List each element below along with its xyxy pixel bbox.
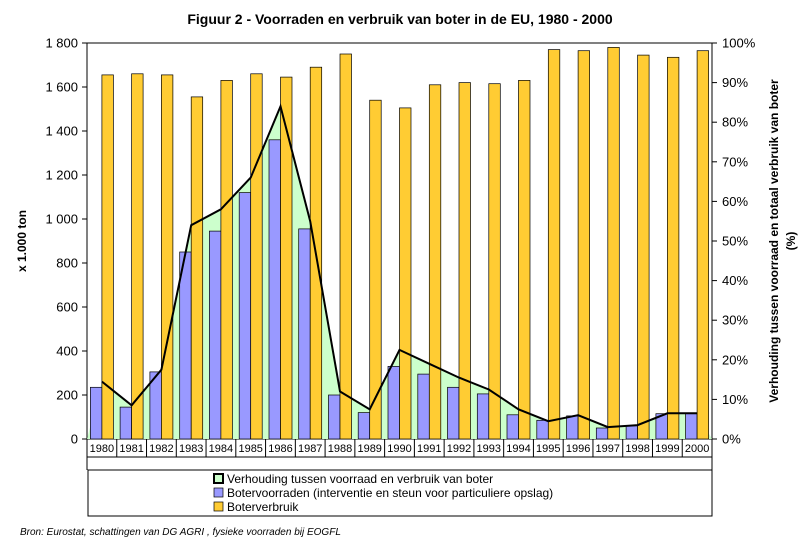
category-label-1987: 1987 bbox=[298, 443, 322, 455]
y-tick-left-label: 1 600 bbox=[45, 80, 78, 95]
category-label-1986: 1986 bbox=[268, 443, 292, 455]
consumption-bar-1996 bbox=[577, 50, 590, 440]
stock-bar-1984 bbox=[209, 230, 222, 440]
legend-box bbox=[87, 469, 713, 517]
y-tick-right-label: 0% bbox=[722, 432, 741, 447]
y-tick-left-label: 1 200 bbox=[45, 168, 78, 183]
category-label-1995: 1995 bbox=[536, 443, 560, 455]
y-tick-right-label: 100% bbox=[722, 36, 756, 51]
y-tick-right-label: 60% bbox=[722, 194, 748, 209]
stock-bar-1980 bbox=[90, 386, 103, 440]
y-tick-left-label: 1 400 bbox=[45, 124, 78, 139]
legend: Verhouding tussen voorraad en verbruik v… bbox=[86, 457, 713, 517]
category-label-1988: 1988 bbox=[328, 443, 352, 455]
y-tick-right-label: 50% bbox=[722, 234, 748, 249]
consumption-bar-1983 bbox=[190, 96, 204, 440]
stock-bar-1986 bbox=[268, 139, 281, 440]
consumption-bar-1995 bbox=[547, 49, 561, 440]
category-label-1990: 1990 bbox=[387, 443, 411, 455]
stock-bar-1996 bbox=[566, 415, 579, 440]
stock-bar-1987 bbox=[298, 228, 311, 440]
category-label-2000: 2000 bbox=[685, 443, 709, 455]
consumption-bar-1984 bbox=[220, 80, 233, 440]
consumption-bar-1981 bbox=[131, 73, 144, 440]
y-tick-right-label: 90% bbox=[722, 75, 748, 90]
category-label-1993: 1993 bbox=[477, 443, 501, 455]
category-label-1982: 1982 bbox=[149, 443, 173, 455]
category-label-1998: 1998 bbox=[625, 443, 649, 455]
consumption-bar-1985 bbox=[250, 73, 263, 440]
consumption-bar-1989 bbox=[369, 99, 382, 440]
y-tick-right-label: 30% bbox=[722, 313, 748, 328]
stock-bar-1981 bbox=[119, 406, 132, 440]
consumption-bar-1980 bbox=[101, 74, 114, 440]
category-label-1985: 1985 bbox=[238, 443, 262, 455]
category-label-1983: 1983 bbox=[179, 443, 203, 455]
stock-bar-1988 bbox=[328, 394, 341, 440]
category-label-1997: 1997 bbox=[596, 443, 620, 455]
stock-bar-1983 bbox=[179, 251, 192, 440]
legend-swatch-consumption bbox=[213, 501, 224, 512]
category-label-1992: 1992 bbox=[447, 443, 471, 455]
ratio-line bbox=[101, 103, 698, 429]
legend-swatch-stock bbox=[213, 487, 224, 498]
consumption-bar-1999 bbox=[667, 56, 680, 440]
stock-bar-1997 bbox=[595, 427, 609, 440]
source-note: Bron: Eurostat, schattingen van DG AGRI … bbox=[20, 527, 341, 538]
y-tick-right-label: 40% bbox=[722, 273, 748, 288]
category-label-1991: 1991 bbox=[417, 443, 441, 455]
chart-title: Figuur 2 - Voorraden en verbruik van bot… bbox=[187, 11, 613, 27]
category-label-1981: 1981 bbox=[119, 443, 143, 455]
category-label-1999: 1999 bbox=[655, 443, 679, 455]
consumption-bar-1990 bbox=[399, 107, 412, 440]
stock-bar-1991 bbox=[417, 373, 430, 440]
y-tick-right-label: 80% bbox=[722, 115, 748, 130]
y-tick-left-label: 800 bbox=[56, 256, 78, 271]
category-label-1984: 1984 bbox=[209, 443, 233, 455]
consumption-bar-1993 bbox=[488, 83, 501, 440]
stock-bar-1992 bbox=[447, 386, 460, 440]
consumption-bar-1986 bbox=[280, 76, 293, 440]
legend-label-ratio: Verhouding tussen voorraad en verbruik v… bbox=[227, 472, 493, 486]
y-tick-left-label: 200 bbox=[56, 388, 78, 403]
stock-bar-1989 bbox=[357, 412, 371, 440]
consumption-bar-2000 bbox=[696, 50, 709, 440]
y-tick-left-label: 400 bbox=[56, 344, 78, 359]
consumption-bar-1994 bbox=[518, 80, 531, 440]
stock-bar-1994 bbox=[506, 414, 519, 440]
y-tick-left-label: 600 bbox=[56, 300, 78, 315]
consumption-bar-1988 bbox=[339, 53, 352, 440]
stock-bar-1995 bbox=[536, 419, 549, 440]
y-tick-right-label: 20% bbox=[722, 352, 748, 367]
consumption-bar-1998 bbox=[637, 54, 650, 440]
plot-area: 0 200 400 600 800 1 000 1 200 1 400 1 600 1 800 0%… bbox=[45, 36, 756, 458]
consumption-bar-1992 bbox=[458, 82, 471, 440]
legend-label-stock: Botervoorraden (interventie en steun voo… bbox=[227, 486, 553, 500]
y-axis-title-left: x 1.000 ton bbox=[15, 210, 29, 272]
y-axis-title-right: Verhouding tussen voorraad en totaal ver… bbox=[767, 79, 798, 403]
consumption-bar-1991 bbox=[428, 84, 442, 440]
y-tick-right-label: 70% bbox=[722, 154, 748, 169]
consumption-bar-1997 bbox=[607, 47, 620, 440]
category-label-1996: 1996 bbox=[566, 443, 590, 455]
stock-bar-2000 bbox=[685, 413, 698, 440]
legend-label-consumption: Boterverbruik bbox=[227, 500, 299, 514]
stock-bar-1993 bbox=[476, 393, 490, 440]
y-tick-right-label: 10% bbox=[722, 392, 748, 407]
y-tick-left-label: 1 800 bbox=[45, 36, 78, 51]
y-tick-left-label: 0 bbox=[71, 432, 78, 447]
stock-bar-1990 bbox=[387, 366, 400, 440]
legend-swatch-ratio bbox=[213, 473, 224, 484]
y-tick-left-label: 1 000 bbox=[45, 212, 78, 227]
category-label-1980: 1980 bbox=[90, 443, 114, 455]
category-label-1989: 1989 bbox=[357, 443, 381, 455]
stock-bar-1985 bbox=[238, 192, 252, 440]
stock-bar-1998 bbox=[625, 425, 638, 440]
consumption-bar-1982 bbox=[161, 74, 174, 440]
category-label-1994: 1994 bbox=[506, 443, 530, 455]
